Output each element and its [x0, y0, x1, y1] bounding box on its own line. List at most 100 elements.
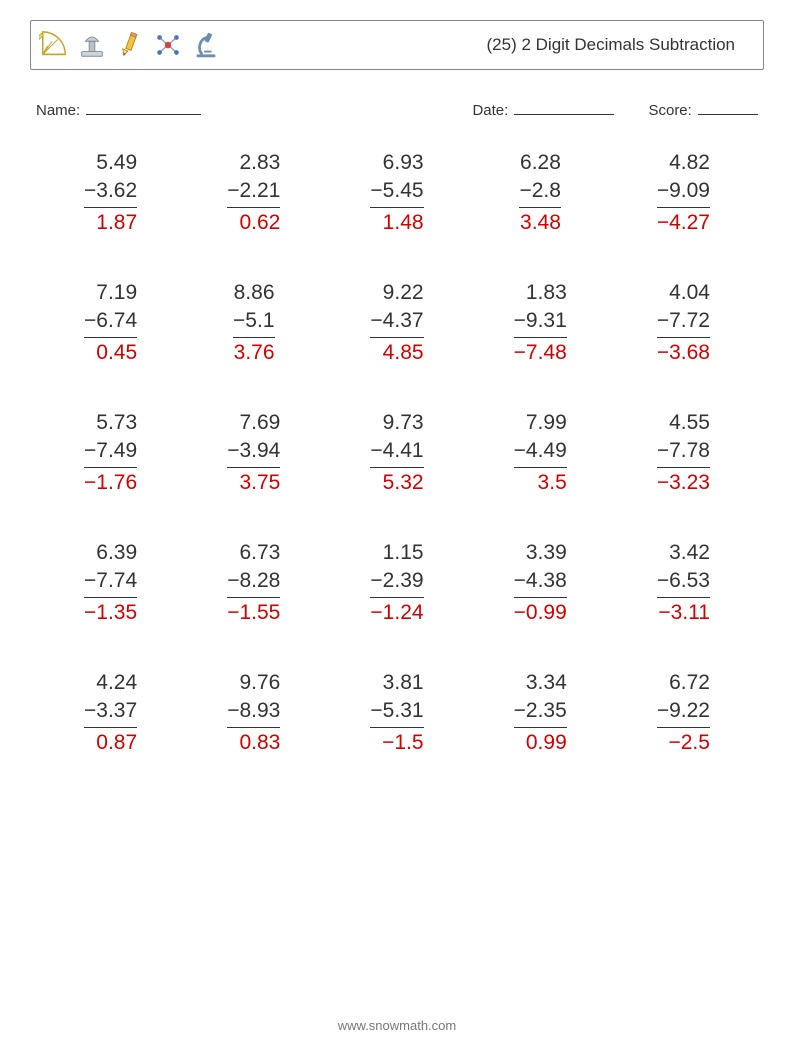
- subtrahend: −7.78: [657, 437, 710, 467]
- minuend: 7.99: [514, 409, 567, 437]
- minuend: 3.42: [657, 539, 710, 567]
- problem-cell: 6.28−2.83.48: [474, 149, 607, 237]
- subtrahend: −9.31: [514, 307, 567, 337]
- worksheet-page: (25) 2 Digit Decimals Subtraction Name: …: [0, 0, 794, 1053]
- date-label: Date:: [472, 102, 508, 119]
- problem-cell: 5.49−3.62 1.87: [44, 149, 177, 237]
- problem-grid: 5.49−3.62 1.87 2.83−2.21 0.62 6.93−5.45 …: [30, 149, 764, 757]
- answer: 0.87: [84, 728, 137, 757]
- problem-cell: 5.73−7.49−1.76: [44, 409, 177, 497]
- answer: 5.32: [370, 468, 423, 497]
- problem-stack: 9.22−4.37 4.85: [370, 279, 423, 367]
- stamp-icon: [77, 30, 107, 60]
- worksheet-title: (25) 2 Digit Decimals Subtraction: [487, 35, 745, 55]
- problem-stack: 1.83−9.31−7.48: [514, 279, 567, 367]
- subtrahend: −4.49: [514, 437, 567, 467]
- problem-cell: 1.83−9.31−7.48: [474, 279, 607, 367]
- answer: 3.75: [227, 468, 280, 497]
- problem-cell: 6.93−5.45 1.48: [330, 149, 463, 237]
- problem-stack: 2.83−2.21 0.62: [227, 149, 280, 237]
- minuend: 8.86: [233, 279, 274, 307]
- minuend: 7.19: [84, 279, 137, 307]
- name-field: Name:: [36, 100, 201, 119]
- minuend: 9.76: [227, 669, 280, 697]
- score-field: Score:: [648, 100, 758, 119]
- subtrahend: −6.74: [84, 307, 137, 337]
- minuend: 1.15: [370, 539, 423, 567]
- date-field: Date:: [472, 100, 614, 119]
- problem-stack: 6.93−5.45 1.48: [370, 149, 423, 237]
- minuend: 9.22: [370, 279, 423, 307]
- header-icons: [39, 30, 221, 60]
- problem-cell: 9.76−8.93 0.83: [187, 669, 320, 757]
- subtrahend: −5.1: [233, 307, 274, 337]
- problem-stack: 3.42−6.53−3.11: [657, 539, 710, 627]
- minuend: 6.39: [84, 539, 137, 567]
- header-box: (25) 2 Digit Decimals Subtraction: [30, 20, 764, 70]
- problem-cell: 4.82−9.09−4.27: [617, 149, 750, 237]
- answer: 0.45: [84, 338, 137, 367]
- subtrahend: −8.28: [227, 567, 280, 597]
- subtrahend: −5.31: [370, 697, 423, 727]
- problem-stack: 5.73−7.49−1.76: [84, 409, 137, 497]
- answer: −1.35: [84, 598, 137, 627]
- problem-cell: 6.72−9.22 −2.5: [617, 669, 750, 757]
- problem-stack: 4.55−7.78−3.23: [657, 409, 710, 497]
- subtrahend: −3.62: [84, 177, 137, 207]
- score-label: Score:: [648, 102, 691, 119]
- answer: 1.87: [84, 208, 137, 237]
- answer: 3.76: [233, 338, 274, 367]
- minuend: 7.69: [227, 409, 280, 437]
- subtrahend: −4.41: [370, 437, 423, 467]
- answer: 3.48: [519, 208, 560, 237]
- subtrahend: −2.39: [370, 567, 423, 597]
- problem-cell: 6.39−7.74−1.35: [44, 539, 177, 627]
- minuend: 9.73: [370, 409, 423, 437]
- subtrahend: −7.49: [84, 437, 137, 467]
- score-blank: [698, 100, 758, 115]
- answer: −1.5: [370, 728, 423, 757]
- problem-stack: 5.49−3.62 1.87: [84, 149, 137, 237]
- problem-cell: 4.55−7.78−3.23: [617, 409, 750, 497]
- answer: −3.23: [657, 468, 710, 497]
- minuend: 6.28: [519, 149, 560, 177]
- problem-cell: 6.73−8.28−1.55: [187, 539, 320, 627]
- problem-cell: 3.34−2.35 0.99: [474, 669, 607, 757]
- minuend: 3.39: [514, 539, 567, 567]
- problem-stack: 1.15−2.39−1.24: [370, 539, 423, 627]
- answer: −7.48: [514, 338, 567, 367]
- problem-stack: 7.69−3.94 3.75: [227, 409, 280, 497]
- subtrahend: −2.35: [514, 697, 567, 727]
- answer: 4.85: [370, 338, 423, 367]
- problem-cell: 4.24−3.37 0.87: [44, 669, 177, 757]
- problem-stack: 6.72−9.22 −2.5: [657, 669, 710, 757]
- problem-cell: 8.86−5.13.76: [187, 279, 320, 367]
- subtrahend: −7.74: [84, 567, 137, 597]
- problem-stack: 7.19−6.74 0.45: [84, 279, 137, 367]
- answer: 1.48: [370, 208, 423, 237]
- problem-stack: 4.24−3.37 0.87: [84, 669, 137, 757]
- problem-stack: 6.39−7.74−1.35: [84, 539, 137, 627]
- answer: −3.68: [657, 338, 710, 367]
- minuend: 5.49: [84, 149, 137, 177]
- subtrahend: −2.21: [227, 177, 280, 207]
- minuend: 4.55: [657, 409, 710, 437]
- answer: 0.99: [514, 728, 567, 757]
- problem-cell: 7.19−6.74 0.45: [44, 279, 177, 367]
- molecule-icon: [153, 30, 183, 60]
- minuend: 3.34: [514, 669, 567, 697]
- problem-cell: 9.22−4.37 4.85: [330, 279, 463, 367]
- subtrahend: −3.37: [84, 697, 137, 727]
- subtrahend: −5.45: [370, 177, 423, 207]
- problem-cell: 4.04−7.72−3.68: [617, 279, 750, 367]
- problem-stack: 9.76−8.93 0.83: [227, 669, 280, 757]
- problem-cell: 3.81−5.31 −1.5: [330, 669, 463, 757]
- problem-stack: 8.86−5.13.76: [233, 279, 274, 367]
- protractor-icon: [39, 30, 69, 60]
- problem-stack: 3.39−4.38−0.99: [514, 539, 567, 627]
- problem-cell: 7.69−3.94 3.75: [187, 409, 320, 497]
- problem-stack: 9.73−4.41 5.32: [370, 409, 423, 497]
- date-blank: [514, 100, 614, 115]
- subtrahend: −7.72: [657, 307, 710, 337]
- answer: −1.76: [84, 468, 137, 497]
